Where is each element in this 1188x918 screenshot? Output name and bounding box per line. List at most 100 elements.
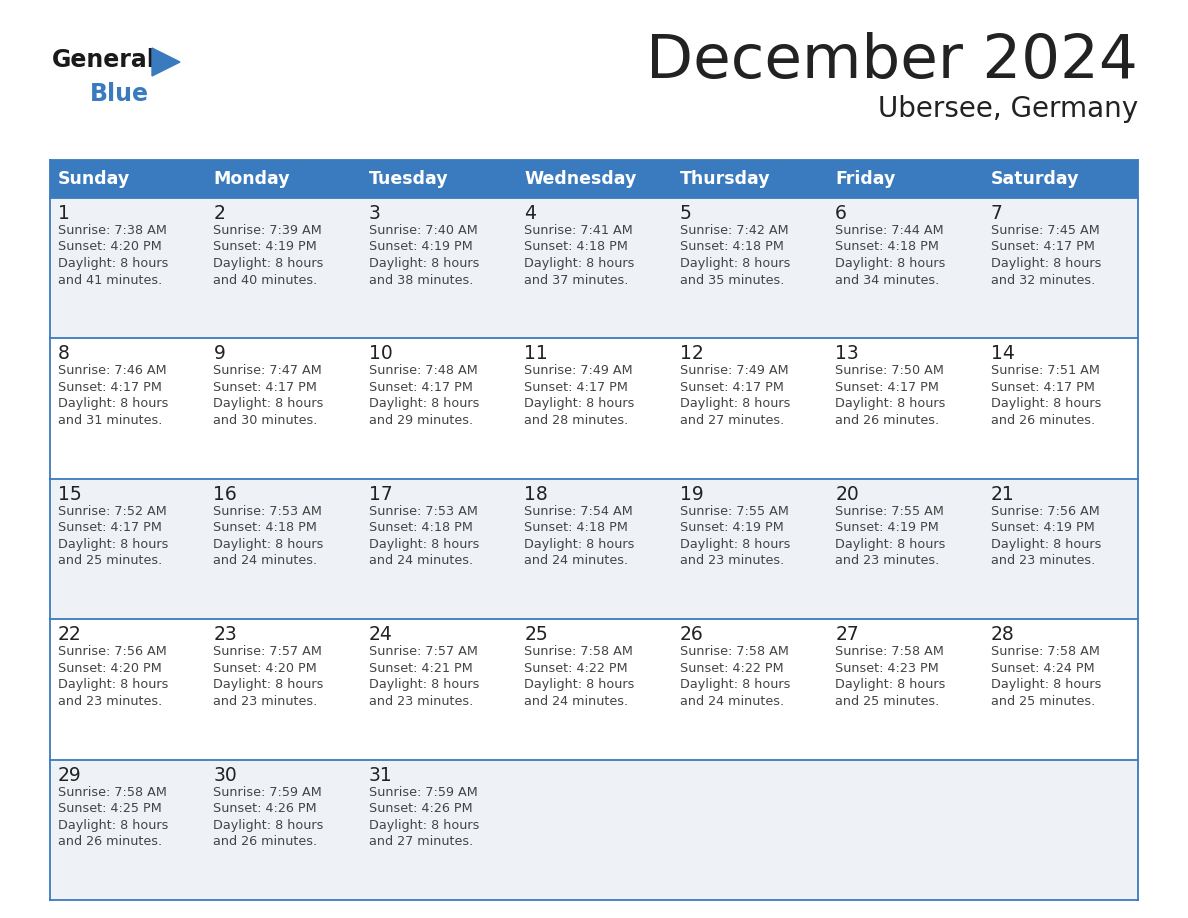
Text: 9: 9: [214, 344, 226, 364]
Text: Daylight: 8 hours: Daylight: 8 hours: [680, 678, 790, 691]
Text: 3: 3: [368, 204, 380, 223]
Text: General: General: [52, 48, 156, 72]
Text: Daylight: 8 hours: Daylight: 8 hours: [835, 538, 946, 551]
Text: Sunset: 4:18 PM: Sunset: 4:18 PM: [524, 241, 628, 253]
Text: 20: 20: [835, 485, 859, 504]
FancyBboxPatch shape: [50, 620, 1138, 759]
Text: and 40 minutes.: and 40 minutes.: [214, 274, 317, 286]
Text: and 25 minutes.: and 25 minutes.: [58, 554, 163, 567]
Text: Sunset: 4:22 PM: Sunset: 4:22 PM: [524, 662, 628, 675]
Text: Ubersee, Germany: Ubersee, Germany: [878, 95, 1138, 123]
Text: Daylight: 8 hours: Daylight: 8 hours: [991, 538, 1101, 551]
Text: Sunset: 4:23 PM: Sunset: 4:23 PM: [835, 662, 939, 675]
Text: Saturday: Saturday: [991, 170, 1079, 188]
Text: Daylight: 8 hours: Daylight: 8 hours: [368, 538, 479, 551]
Text: Daylight: 8 hours: Daylight: 8 hours: [58, 678, 169, 691]
Text: Sunset: 4:18 PM: Sunset: 4:18 PM: [680, 241, 784, 253]
Text: 7: 7: [991, 204, 1003, 223]
Text: Sunset: 4:17 PM: Sunset: 4:17 PM: [58, 381, 162, 394]
Text: 4: 4: [524, 204, 536, 223]
Text: Sunset: 4:17 PM: Sunset: 4:17 PM: [368, 381, 473, 394]
Text: Friday: Friday: [835, 170, 896, 188]
Text: 8: 8: [58, 344, 70, 364]
Text: and 23 minutes.: and 23 minutes.: [991, 554, 1095, 567]
Text: 23: 23: [214, 625, 238, 644]
Text: 26: 26: [680, 625, 703, 644]
Text: Sunrise: 7:58 AM: Sunrise: 7:58 AM: [835, 645, 944, 658]
Text: and 34 minutes.: and 34 minutes.: [835, 274, 940, 286]
Text: Thursday: Thursday: [680, 170, 770, 188]
Text: Daylight: 8 hours: Daylight: 8 hours: [524, 678, 634, 691]
Text: and 25 minutes.: and 25 minutes.: [835, 695, 940, 708]
Text: Sunrise: 7:59 AM: Sunrise: 7:59 AM: [368, 786, 478, 799]
Polygon shape: [152, 48, 181, 76]
Text: and 37 minutes.: and 37 minutes.: [524, 274, 628, 286]
Text: Sunrise: 7:58 AM: Sunrise: 7:58 AM: [58, 786, 166, 799]
Text: Daylight: 8 hours: Daylight: 8 hours: [368, 678, 479, 691]
Text: Sunrise: 7:56 AM: Sunrise: 7:56 AM: [58, 645, 166, 658]
Text: and 29 minutes.: and 29 minutes.: [368, 414, 473, 427]
Text: Daylight: 8 hours: Daylight: 8 hours: [214, 257, 324, 270]
Text: and 26 minutes.: and 26 minutes.: [214, 835, 317, 848]
FancyBboxPatch shape: [50, 759, 1138, 900]
Text: Daylight: 8 hours: Daylight: 8 hours: [214, 678, 324, 691]
Text: Monday: Monday: [214, 170, 290, 188]
Text: 19: 19: [680, 485, 703, 504]
Text: Sunset: 4:20 PM: Sunset: 4:20 PM: [58, 241, 162, 253]
Text: Sunrise: 7:53 AM: Sunrise: 7:53 AM: [368, 505, 478, 518]
Text: Daylight: 8 hours: Daylight: 8 hours: [58, 257, 169, 270]
Text: Sunrise: 7:45 AM: Sunrise: 7:45 AM: [991, 224, 1099, 237]
Text: Sunset: 4:19 PM: Sunset: 4:19 PM: [835, 521, 939, 534]
Text: 10: 10: [368, 344, 392, 364]
Text: and 41 minutes.: and 41 minutes.: [58, 274, 163, 286]
Text: Sunset: 4:21 PM: Sunset: 4:21 PM: [368, 662, 473, 675]
Text: Sunrise: 7:58 AM: Sunrise: 7:58 AM: [991, 645, 1099, 658]
Text: Sunrise: 7:57 AM: Sunrise: 7:57 AM: [214, 645, 322, 658]
Text: and 25 minutes.: and 25 minutes.: [991, 695, 1095, 708]
Text: and 32 minutes.: and 32 minutes.: [991, 274, 1095, 286]
Text: Sunrise: 7:38 AM: Sunrise: 7:38 AM: [58, 224, 166, 237]
Text: Sunset: 4:17 PM: Sunset: 4:17 PM: [991, 381, 1094, 394]
Text: Sunset: 4:18 PM: Sunset: 4:18 PM: [214, 521, 317, 534]
Text: Sunrise: 7:40 AM: Sunrise: 7:40 AM: [368, 224, 478, 237]
Text: December 2024: December 2024: [646, 32, 1138, 91]
Text: 28: 28: [991, 625, 1015, 644]
FancyBboxPatch shape: [50, 479, 1138, 620]
Text: and 24 minutes.: and 24 minutes.: [524, 554, 628, 567]
Text: 6: 6: [835, 204, 847, 223]
Text: Sunrise: 7:56 AM: Sunrise: 7:56 AM: [991, 505, 1099, 518]
Text: Sunrise: 7:49 AM: Sunrise: 7:49 AM: [680, 364, 789, 377]
Text: and 30 minutes.: and 30 minutes.: [214, 414, 318, 427]
Text: 16: 16: [214, 485, 238, 504]
Text: Sunrise: 7:47 AM: Sunrise: 7:47 AM: [214, 364, 322, 377]
Text: and 24 minutes.: and 24 minutes.: [368, 554, 473, 567]
Text: Daylight: 8 hours: Daylight: 8 hours: [214, 819, 324, 832]
Text: Sunrise: 7:58 AM: Sunrise: 7:58 AM: [680, 645, 789, 658]
Text: Daylight: 8 hours: Daylight: 8 hours: [58, 538, 169, 551]
Text: and 24 minutes.: and 24 minutes.: [524, 695, 628, 708]
Text: 13: 13: [835, 344, 859, 364]
Text: Daylight: 8 hours: Daylight: 8 hours: [991, 257, 1101, 270]
Text: Tuesday: Tuesday: [368, 170, 449, 188]
Text: Sunday: Sunday: [58, 170, 131, 188]
Text: 31: 31: [368, 766, 392, 785]
FancyBboxPatch shape: [50, 339, 1138, 479]
Text: Sunrise: 7:55 AM: Sunrise: 7:55 AM: [680, 505, 789, 518]
Text: Sunset: 4:19 PM: Sunset: 4:19 PM: [214, 241, 317, 253]
Text: Sunset: 4:18 PM: Sunset: 4:18 PM: [835, 241, 939, 253]
Text: 12: 12: [680, 344, 703, 364]
Text: Wednesday: Wednesday: [524, 170, 637, 188]
Text: and 27 minutes.: and 27 minutes.: [368, 835, 473, 848]
Text: Daylight: 8 hours: Daylight: 8 hours: [524, 538, 634, 551]
Text: Sunset: 4:20 PM: Sunset: 4:20 PM: [214, 662, 317, 675]
Text: Sunset: 4:17 PM: Sunset: 4:17 PM: [58, 521, 162, 534]
Text: and 24 minutes.: and 24 minutes.: [680, 695, 784, 708]
Text: Sunset: 4:17 PM: Sunset: 4:17 PM: [524, 381, 628, 394]
Text: Sunrise: 7:54 AM: Sunrise: 7:54 AM: [524, 505, 633, 518]
Text: Sunset: 4:26 PM: Sunset: 4:26 PM: [214, 802, 317, 815]
Text: 5: 5: [680, 204, 691, 223]
Text: Sunrise: 7:57 AM: Sunrise: 7:57 AM: [368, 645, 478, 658]
Text: 22: 22: [58, 625, 82, 644]
Text: Sunset: 4:17 PM: Sunset: 4:17 PM: [680, 381, 784, 394]
Text: and 31 minutes.: and 31 minutes.: [58, 414, 163, 427]
